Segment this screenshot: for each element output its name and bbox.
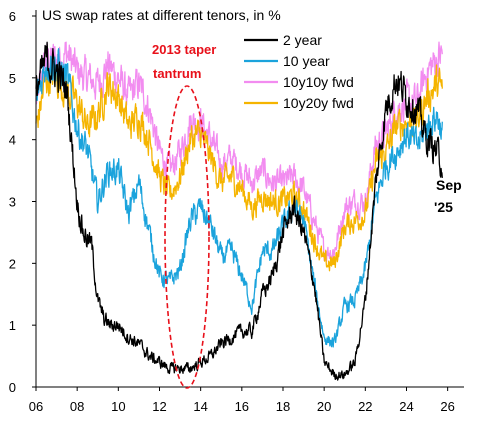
x-tick-label: 14	[193, 399, 207, 414]
x-tick-label: 12	[152, 399, 166, 414]
y-tick-label: 6	[9, 9, 16, 24]
series-line-10y20y-fwd	[35, 58, 443, 272]
x-tick-label: 06	[29, 399, 43, 414]
series-line-10y10y-fwd	[35, 41, 443, 263]
x-tick-label: 10	[111, 399, 125, 414]
x-tick-label: 20	[317, 399, 331, 414]
taper-annotation-line1: 2013 taper	[152, 42, 216, 57]
x-tick-label: 18	[276, 399, 290, 414]
end-annotation-line2: '25	[434, 199, 453, 215]
series-line-2-year	[35, 41, 443, 381]
y-tick-label: 2	[9, 256, 16, 271]
chart-title: US swap rates at different tenors, in %	[42, 7, 281, 23]
x-tick-label: 22	[358, 399, 372, 414]
y-tick-label: 1	[9, 318, 16, 333]
y-tick-label: 0	[9, 380, 16, 395]
series-lines	[35, 41, 443, 381]
legend: 2 year 10 year 10y10y fwd 10y20y fwd	[244, 32, 354, 111]
legend-label-10-year: 10 year	[283, 53, 330, 69]
x-tick-label: 16	[235, 399, 249, 414]
x-tick-label: 24	[399, 399, 413, 414]
axes	[32, 10, 464, 391]
end-annotation-line1: Sep	[436, 177, 462, 193]
x-tick-label: 08	[70, 399, 84, 414]
series-line-10-year	[35, 48, 443, 348]
y-tick-label: 3	[9, 195, 16, 210]
y-tick-label: 5	[9, 71, 16, 86]
taper-annotation-line2: tantrum	[153, 66, 201, 81]
legend-label-2-year: 2 year	[283, 32, 322, 48]
legend-label-10y20y: 10y20y fwd	[283, 95, 354, 111]
legend-label-10y10y: 10y10y fwd	[283, 74, 354, 90]
x-tick-label: 26	[440, 399, 454, 414]
taper-ellipse	[164, 85, 210, 389]
y-tick-label: 4	[9, 133, 16, 148]
